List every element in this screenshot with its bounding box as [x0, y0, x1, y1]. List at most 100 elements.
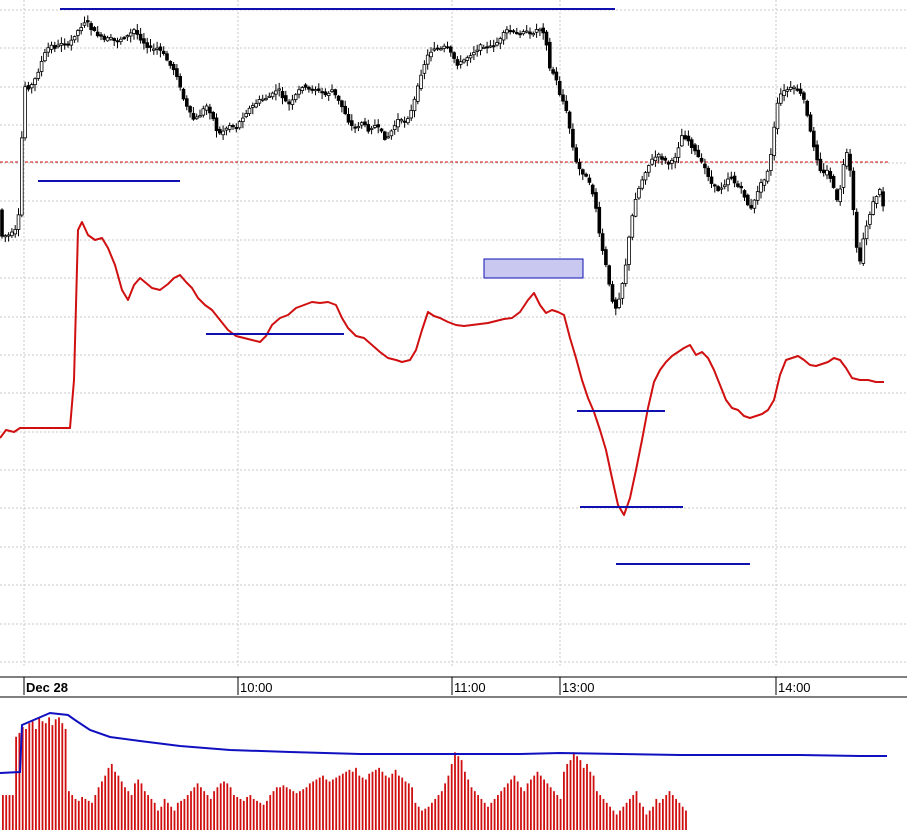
candle	[851, 167, 856, 216]
volume-bar	[292, 791, 295, 830]
volume-bar	[305, 787, 308, 830]
candle	[808, 111, 813, 133]
volume-bar	[58, 717, 60, 830]
candle-body	[531, 33, 536, 36]
candle	[323, 88, 328, 98]
volume-bar	[114, 771, 116, 830]
candle-body	[706, 167, 710, 177]
candle-body	[455, 59, 460, 66]
candle	[399, 117, 404, 124]
volume-bar	[120, 781, 123, 830]
volume-bar	[473, 791, 476, 830]
candle-body	[587, 177, 592, 183]
candle-body	[165, 53, 169, 61]
candle	[112, 37, 117, 47]
candle-body	[231, 125, 235, 128]
candle	[19, 131, 24, 218]
volume-bar	[104, 775, 107, 830]
candle	[422, 60, 427, 80]
volume-bar	[648, 810, 651, 830]
volume-bar	[645, 814, 648, 830]
candle	[379, 127, 384, 134]
candle-body	[524, 30, 529, 33]
candle	[386, 132, 390, 139]
candle-body	[782, 90, 786, 96]
volume-bar	[655, 798, 658, 830]
candle	[531, 31, 536, 37]
candle	[564, 95, 569, 114]
candle-body	[468, 55, 473, 59]
candle	[647, 164, 651, 177]
candle	[548, 37, 552, 72]
candle-body	[785, 89, 790, 92]
candle	[825, 165, 829, 180]
volume-bar	[467, 779, 470, 830]
candle	[181, 87, 186, 101]
candle	[138, 27, 143, 44]
candle	[49, 41, 54, 54]
volume-bar	[269, 795, 272, 830]
candle-body	[795, 88, 800, 91]
candle	[346, 107, 351, 125]
candle	[571, 123, 575, 151]
candle	[656, 152, 661, 164]
candle	[59, 37, 64, 53]
candle	[250, 102, 255, 115]
candle-body	[501, 32, 506, 41]
candle	[214, 113, 219, 138]
candle-body	[16, 214, 21, 230]
candle-body	[128, 32, 133, 37]
candle-body	[349, 120, 354, 126]
candle-body	[637, 188, 641, 199]
candle	[227, 122, 232, 133]
candle	[333, 88, 338, 99]
candle	[775, 97, 780, 135]
candle	[736, 180, 740, 188]
volume-bar	[282, 785, 285, 830]
candle-body	[155, 47, 159, 50]
volume-bar	[64, 729, 67, 830]
candle-body	[650, 158, 654, 165]
volume-bar	[186, 795, 189, 830]
volume-bar	[358, 775, 361, 830]
candle	[703, 158, 707, 175]
volume-bar	[338, 775, 341, 830]
candle-body	[749, 205, 753, 209]
volume-bar	[61, 723, 64, 830]
candle-body	[39, 61, 44, 72]
candle	[201, 105, 206, 118]
candle-body	[719, 187, 724, 190]
candle	[36, 68, 41, 81]
candle-body	[838, 188, 842, 203]
candle-body	[250, 105, 255, 108]
volume-bar	[2, 795, 4, 830]
candle	[788, 80, 793, 92]
candle-body	[689, 139, 694, 148]
candle-body	[66, 43, 70, 46]
candle	[234, 123, 239, 133]
volume-bar	[421, 810, 423, 830]
candle	[125, 34, 130, 41]
candle-body	[798, 88, 803, 94]
candle-body	[82, 22, 87, 26]
candle-body	[663, 157, 668, 161]
candle	[835, 188, 839, 202]
volume-bar	[242, 800, 245, 830]
volume-bar	[404, 781, 407, 830]
candle-body	[732, 175, 737, 184]
candle-body	[577, 161, 582, 170]
candle-body	[303, 84, 308, 88]
candle-body	[109, 36, 113, 40]
candle-body	[188, 106, 192, 113]
candle-body	[610, 284, 615, 302]
volume-bar	[539, 775, 542, 830]
candle-body	[92, 27, 97, 32]
volume-bar	[513, 775, 516, 830]
candle-body	[495, 42, 499, 46]
candle-body	[320, 91, 324, 94]
candle-body	[792, 86, 796, 89]
candle	[557, 76, 562, 97]
candle	[831, 174, 836, 189]
candle	[217, 126, 222, 136]
candle	[699, 153, 704, 164]
